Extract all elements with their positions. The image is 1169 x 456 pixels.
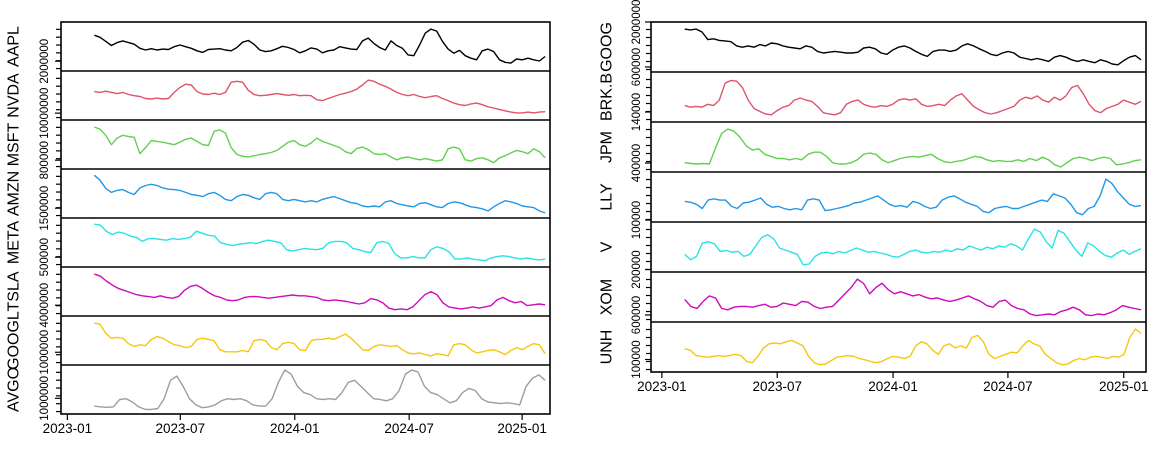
series-line-NVDA bbox=[94, 79, 546, 114]
series-line-TSLA bbox=[94, 273, 546, 311]
y-tick-label: 1000000 bbox=[39, 330, 51, 375]
panel-ticker-label-V: V bbox=[599, 241, 616, 252]
panel-ticker-label-AAPL: AAPL bbox=[6, 26, 23, 67]
panel-ticker-label-META: META bbox=[6, 221, 23, 265]
x-tick-label: 2025-01 bbox=[1099, 379, 1149, 394]
panel-ticker-label-JPM: JPM bbox=[599, 131, 616, 163]
series-line-JPM bbox=[684, 128, 1142, 168]
y-tick-label: 600000 bbox=[631, 296, 643, 334]
x-tick-label: 2024-01 bbox=[270, 421, 320, 436]
panel-ticker-label-AVGO: AVGO bbox=[6, 367, 23, 412]
x-tick-label: 2023-07 bbox=[156, 421, 206, 436]
series-line-META bbox=[94, 223, 546, 262]
y-tick-label: 10000000 bbox=[39, 88, 51, 139]
series-line-LLY bbox=[684, 178, 1142, 216]
y-tick-label: 600000 bbox=[631, 48, 643, 86]
x-tick-label: 2023-01 bbox=[637, 379, 687, 394]
panel-ticker-label-XOM: XOM bbox=[599, 279, 616, 315]
y-tick-label: 4000000 bbox=[39, 283, 51, 328]
x-tick-label: 2023-01 bbox=[43, 421, 93, 436]
y-tick-label: 200000 bbox=[631, 250, 643, 288]
panel-ticker-label-NVDA: NVDA bbox=[6, 73, 23, 118]
y-tick-label: 140000 bbox=[631, 93, 643, 131]
x-tick-label: 2025-01 bbox=[497, 421, 547, 436]
y-tick-label: 100000 bbox=[631, 340, 643, 378]
plot-border bbox=[650, 21, 1147, 373]
y-tick-label: 500000 bbox=[39, 238, 51, 276]
panel-ticker-label-GOOG: GOOG bbox=[599, 22, 616, 72]
series-line-AMZN bbox=[93, 174, 546, 214]
series-line-AAPL bbox=[94, 28, 546, 64]
y-tick-label: 2000000 bbox=[631, 0, 643, 44]
y-tick-label: 100000 bbox=[631, 201, 643, 239]
panel-ticker-label-TSLA: TSLA bbox=[6, 271, 23, 311]
y-tick-label: 2000000 bbox=[39, 39, 51, 84]
series-line-GOOG bbox=[684, 28, 1142, 66]
right-multipanel-chart: 2000000 600000 GOOG 140000 BRK.B 400000 JPM 100… bbox=[599, 0, 1149, 394]
panel-ticker-label-BRK.B: BRK.B bbox=[599, 73, 616, 121]
panel-ticker-label-LLY: LLY bbox=[599, 183, 616, 211]
panel-ticker-label-MSFT: MSFT bbox=[6, 123, 23, 167]
y-tick-label: 1500000 bbox=[39, 186, 51, 231]
series-line-GOOGL bbox=[94, 322, 546, 357]
y-tick-label: 800000 bbox=[39, 141, 51, 179]
x-tick-label: 2024-07 bbox=[384, 421, 434, 436]
series-line-BRK.B bbox=[684, 79, 1142, 116]
panel-ticker-label-GOOGL: GOOGL bbox=[6, 311, 23, 370]
x-tick-label: 2023-07 bbox=[752, 379, 802, 394]
y-tick-label: 1000000 bbox=[39, 376, 51, 421]
series-line-XOM bbox=[684, 278, 1142, 317]
panel-ticker-label-UNH: UNH bbox=[599, 330, 616, 365]
series-line-V bbox=[684, 228, 1142, 266]
series-line-MSFT bbox=[94, 126, 546, 164]
series-line-AVGO bbox=[94, 369, 546, 411]
panel-ticker-label-AMZN: AMZN bbox=[6, 171, 23, 216]
x-tick-label: 2024-01 bbox=[868, 379, 918, 394]
series-line-UNH bbox=[684, 328, 1142, 366]
x-tick-label: 2024-07 bbox=[983, 379, 1033, 394]
left-multipanel-chart: 2000000 AAPL 10000000 NVDA 800000 MSFT 1500000… bbox=[6, 21, 551, 436]
y-tick-label: 400000 bbox=[631, 144, 643, 182]
